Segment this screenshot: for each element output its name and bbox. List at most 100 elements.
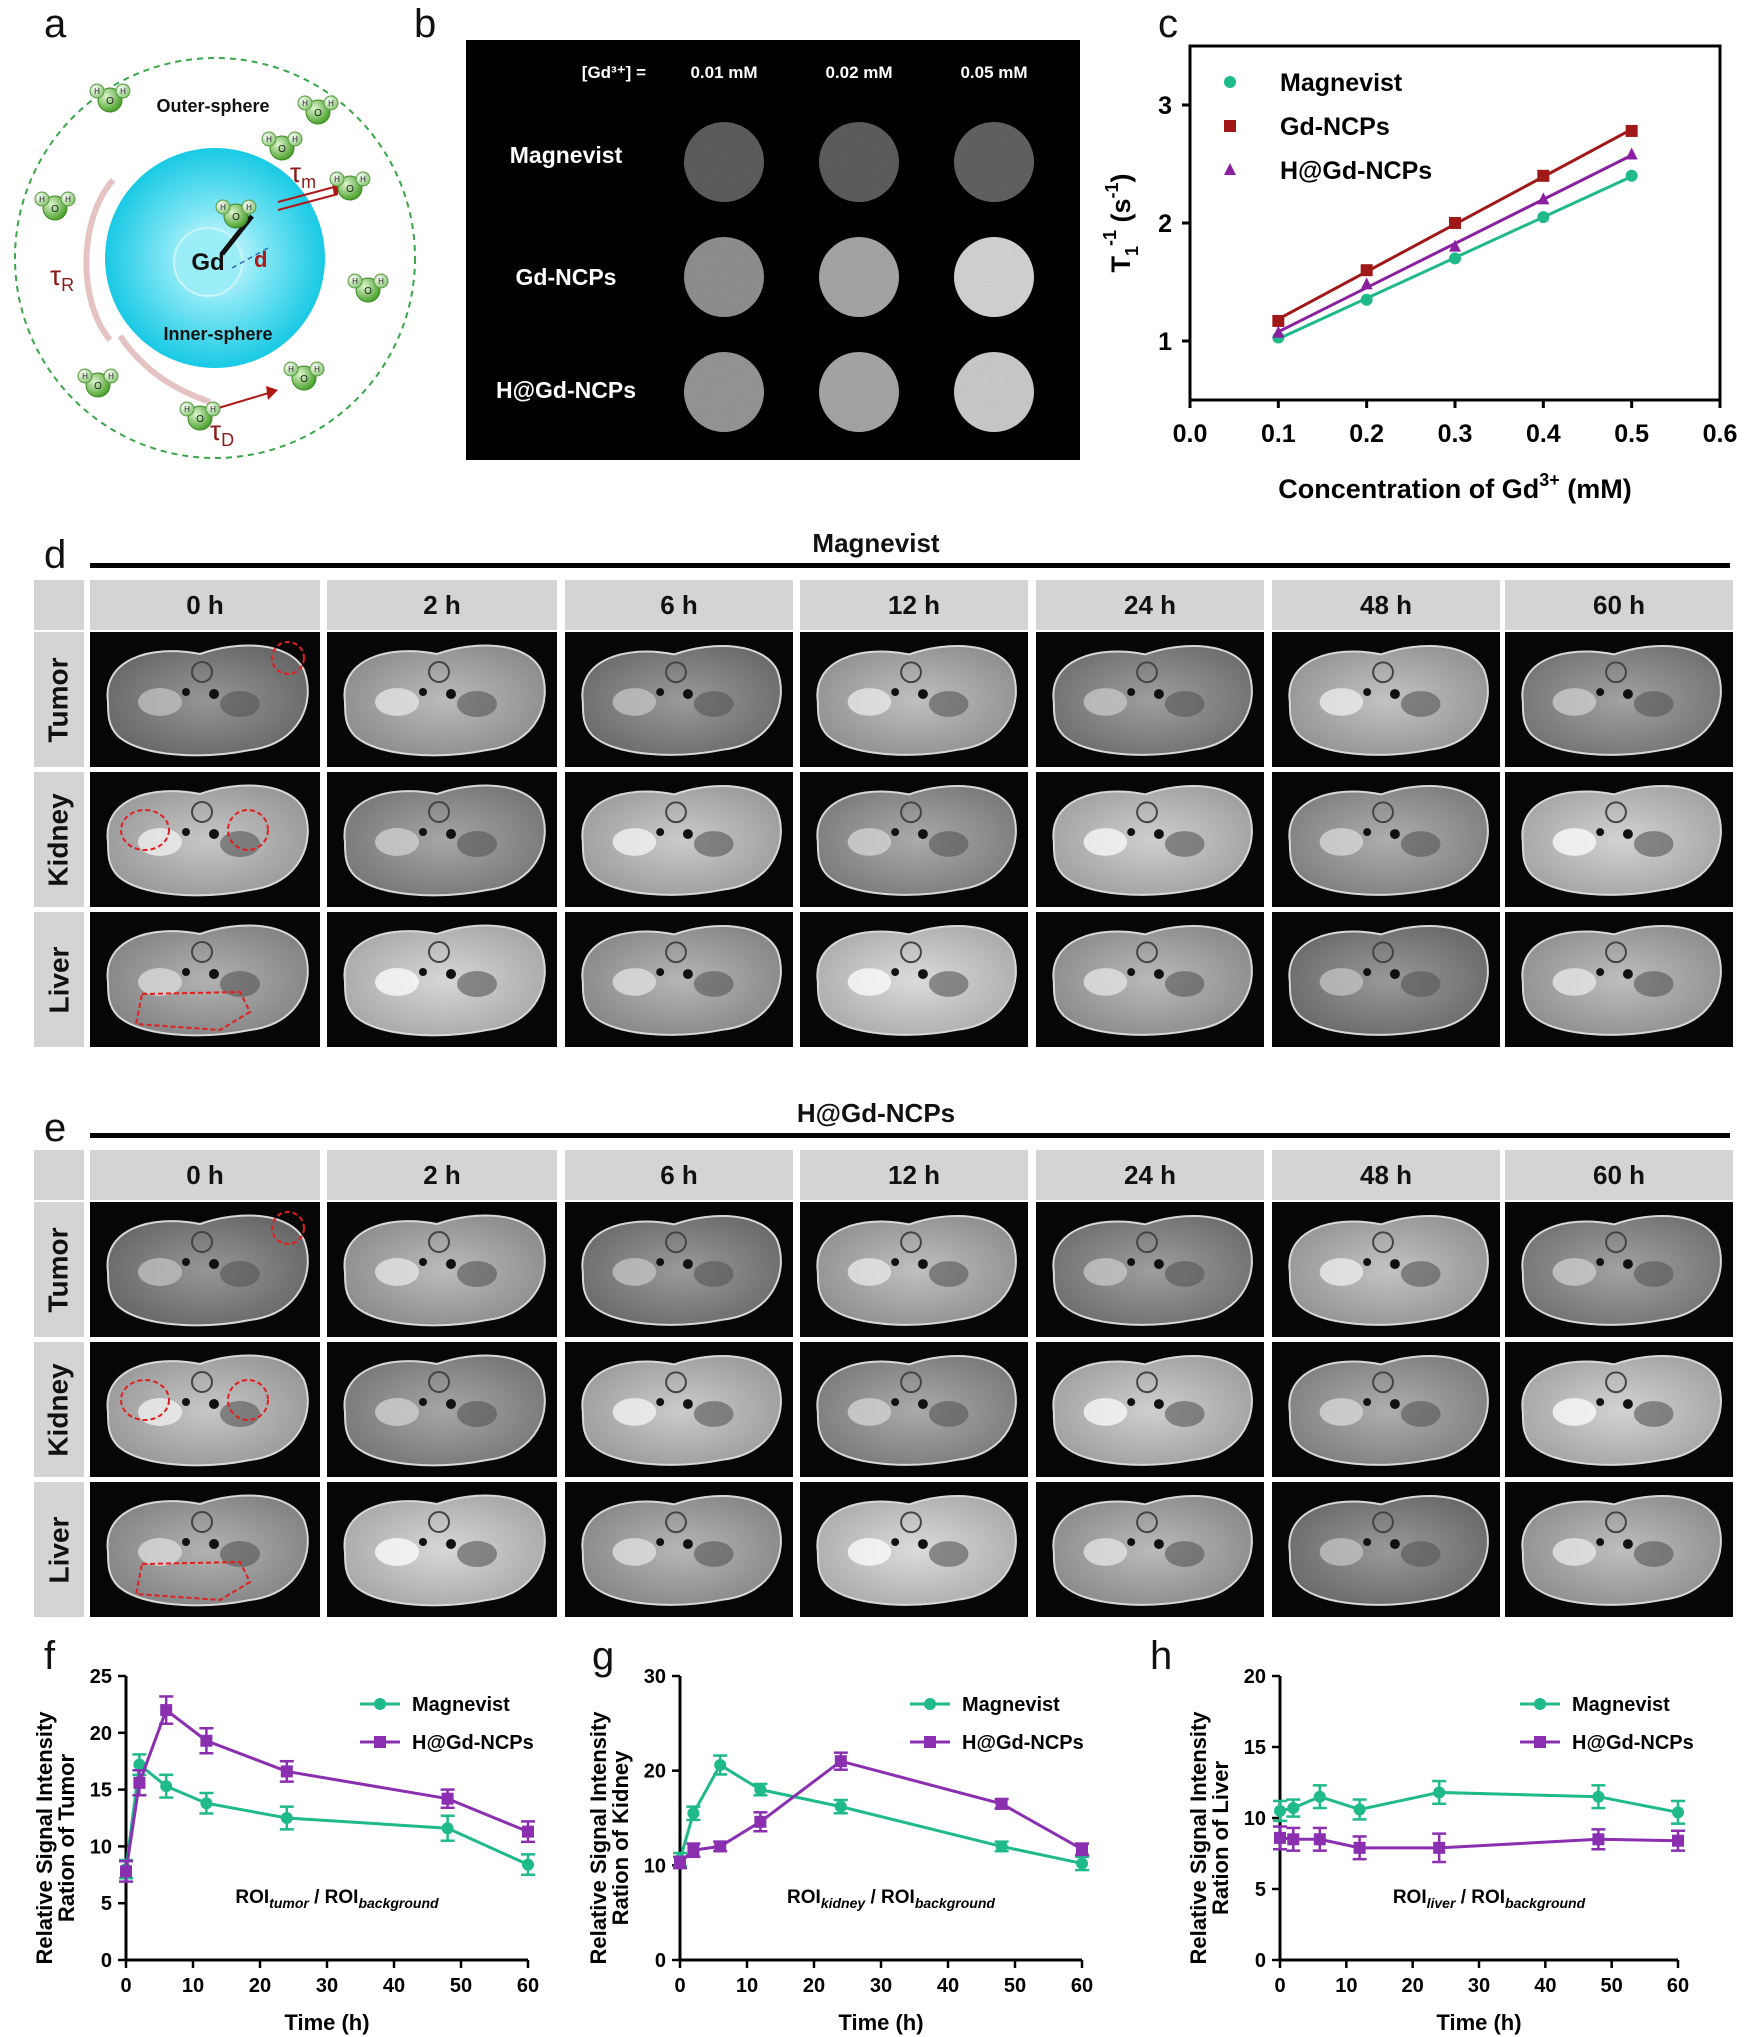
organ-shape (1633, 831, 1674, 857)
legend-label: Magnevist (1280, 69, 1403, 97)
panel-d-title: Magnevist (812, 528, 940, 558)
water-molecule: OH H (34, 191, 76, 221)
spine-shape (1372, 1511, 1394, 1534)
data-point (754, 1783, 767, 1796)
vessel-shape (182, 1538, 190, 1546)
spine-shape (1605, 661, 1627, 684)
x-axis-label: Time (h) (284, 2010, 369, 2035)
organ-shape (1552, 688, 1597, 716)
vessel-shape (1596, 1538, 1605, 1547)
y-axis-label: T1-1 (s-1) (1100, 173, 1142, 272)
vessel-shape (209, 1539, 219, 1549)
organ-shape (1319, 1398, 1364, 1426)
hydrogen-atom (115, 83, 131, 99)
data-point (160, 1704, 173, 1717)
spine-shape (900, 661, 922, 684)
body-outline (1052, 925, 1253, 1036)
body-outline (581, 1215, 782, 1326)
data-point (1449, 217, 1461, 229)
vessel-shape (656, 1398, 665, 1407)
spine-shape (665, 801, 687, 824)
spine-shape (1136, 1511, 1158, 1534)
vessel-shape (419, 1398, 427, 1406)
y-tick-label: 0 (1255, 1950, 1266, 1972)
body-outline (106, 924, 309, 1037)
vessel-shape (1622, 969, 1633, 980)
body-outline (1521, 925, 1722, 1036)
spine-shape (428, 1231, 450, 1253)
water-molecule: OH H (261, 131, 303, 161)
x-tick-label: 10 (736, 1975, 758, 1997)
vessel-shape (1622, 1539, 1633, 1550)
legend-label: H@Gd-NCPs (1280, 157, 1432, 185)
spine-shape (1136, 1371, 1158, 1394)
organ-shape (375, 688, 419, 716)
vessel-shape (682, 969, 693, 980)
row-label: Kidney (34, 1342, 84, 1477)
spine-shape (1372, 941, 1394, 964)
y-tick-label: 5 (101, 1893, 112, 1915)
water-molecules: OH HOH HOH HOH HOH HOH HOH H OH HOH HOH H (34, 83, 389, 431)
phantom-row-1: Gd-NCPs (516, 264, 617, 290)
vessel-shape (182, 828, 190, 836)
mri-slice (1036, 1202, 1264, 1337)
data-point (1272, 314, 1285, 327)
data-point (1313, 1833, 1326, 1846)
x-tick-label: 0.6 (1703, 420, 1738, 448)
vessel-shape (1596, 968, 1605, 977)
vessel-shape (1363, 1398, 1372, 1407)
vessel-shape (891, 1538, 900, 1547)
vessel-shape (446, 969, 456, 979)
organ-shape (1083, 1398, 1128, 1426)
organ-shape (1633, 971, 1674, 997)
spine-shape (1136, 1231, 1158, 1254)
y-tick-label: 25 (90, 1666, 112, 1688)
oxygen-label: O (314, 108, 322, 119)
body-outline (106, 1214, 309, 1327)
organ-shape (1319, 828, 1364, 856)
vessel-shape (1389, 1259, 1400, 1270)
y-tick-label: 30 (644, 1666, 666, 1688)
panel-e-title: H@Gd-NCPs (796, 1098, 956, 1128)
oxygen-atom (97, 87, 123, 113)
organ-shape (1083, 968, 1128, 996)
vessel-shape (1363, 1538, 1372, 1547)
time-header: 60 h (1505, 1150, 1733, 1200)
data-point (441, 1822, 454, 1835)
data-point (1433, 1786, 1446, 1799)
mri-slice (90, 1342, 320, 1477)
organ-shape (928, 691, 969, 717)
organ-shape (1164, 831, 1205, 857)
hydrogen-atom (179, 401, 195, 417)
spine-shape (428, 1371, 450, 1393)
organ-shape (847, 1398, 892, 1426)
roi-outline (271, 1211, 305, 1245)
time-header: 48 h (1272, 580, 1500, 630)
water-molecule: OH H (89, 83, 131, 113)
organ-shape (1400, 1541, 1441, 1567)
spine-shape (665, 661, 687, 684)
phantom-texture (684, 122, 764, 202)
vessel-shape (1363, 968, 1372, 977)
hydrogen-atom (89, 83, 105, 99)
legend-label: Magnevist (412, 1694, 510, 1716)
x-tick-label: 0.0 (1173, 420, 1208, 448)
mri-slice (1505, 632, 1733, 767)
mri-slice (800, 1482, 1028, 1617)
body-outline (581, 645, 782, 756)
spine-shape (191, 661, 213, 683)
time-header: 12 h (800, 1150, 1028, 1200)
body-outline (1521, 1215, 1722, 1326)
hydrogen-label: H (302, 99, 308, 108)
time-header: 0 h (90, 580, 320, 630)
vessel-shape (656, 968, 665, 977)
body-outline (581, 1495, 782, 1606)
y-tick-label: 15 (90, 1780, 112, 1802)
organ-shape (928, 1261, 969, 1287)
spine-shape (191, 941, 213, 963)
phantom-row-2: H@Gd-NCPs (496, 377, 636, 403)
tumor-signal-chart: 0 10 20 30 40 50 60 0 5 10 15 20 25 Time (h) Relative … (32, 1666, 539, 2035)
water-molecule: OH H (347, 273, 389, 303)
gd-o-bond (220, 214, 254, 256)
vessel-shape (1363, 688, 1372, 697)
